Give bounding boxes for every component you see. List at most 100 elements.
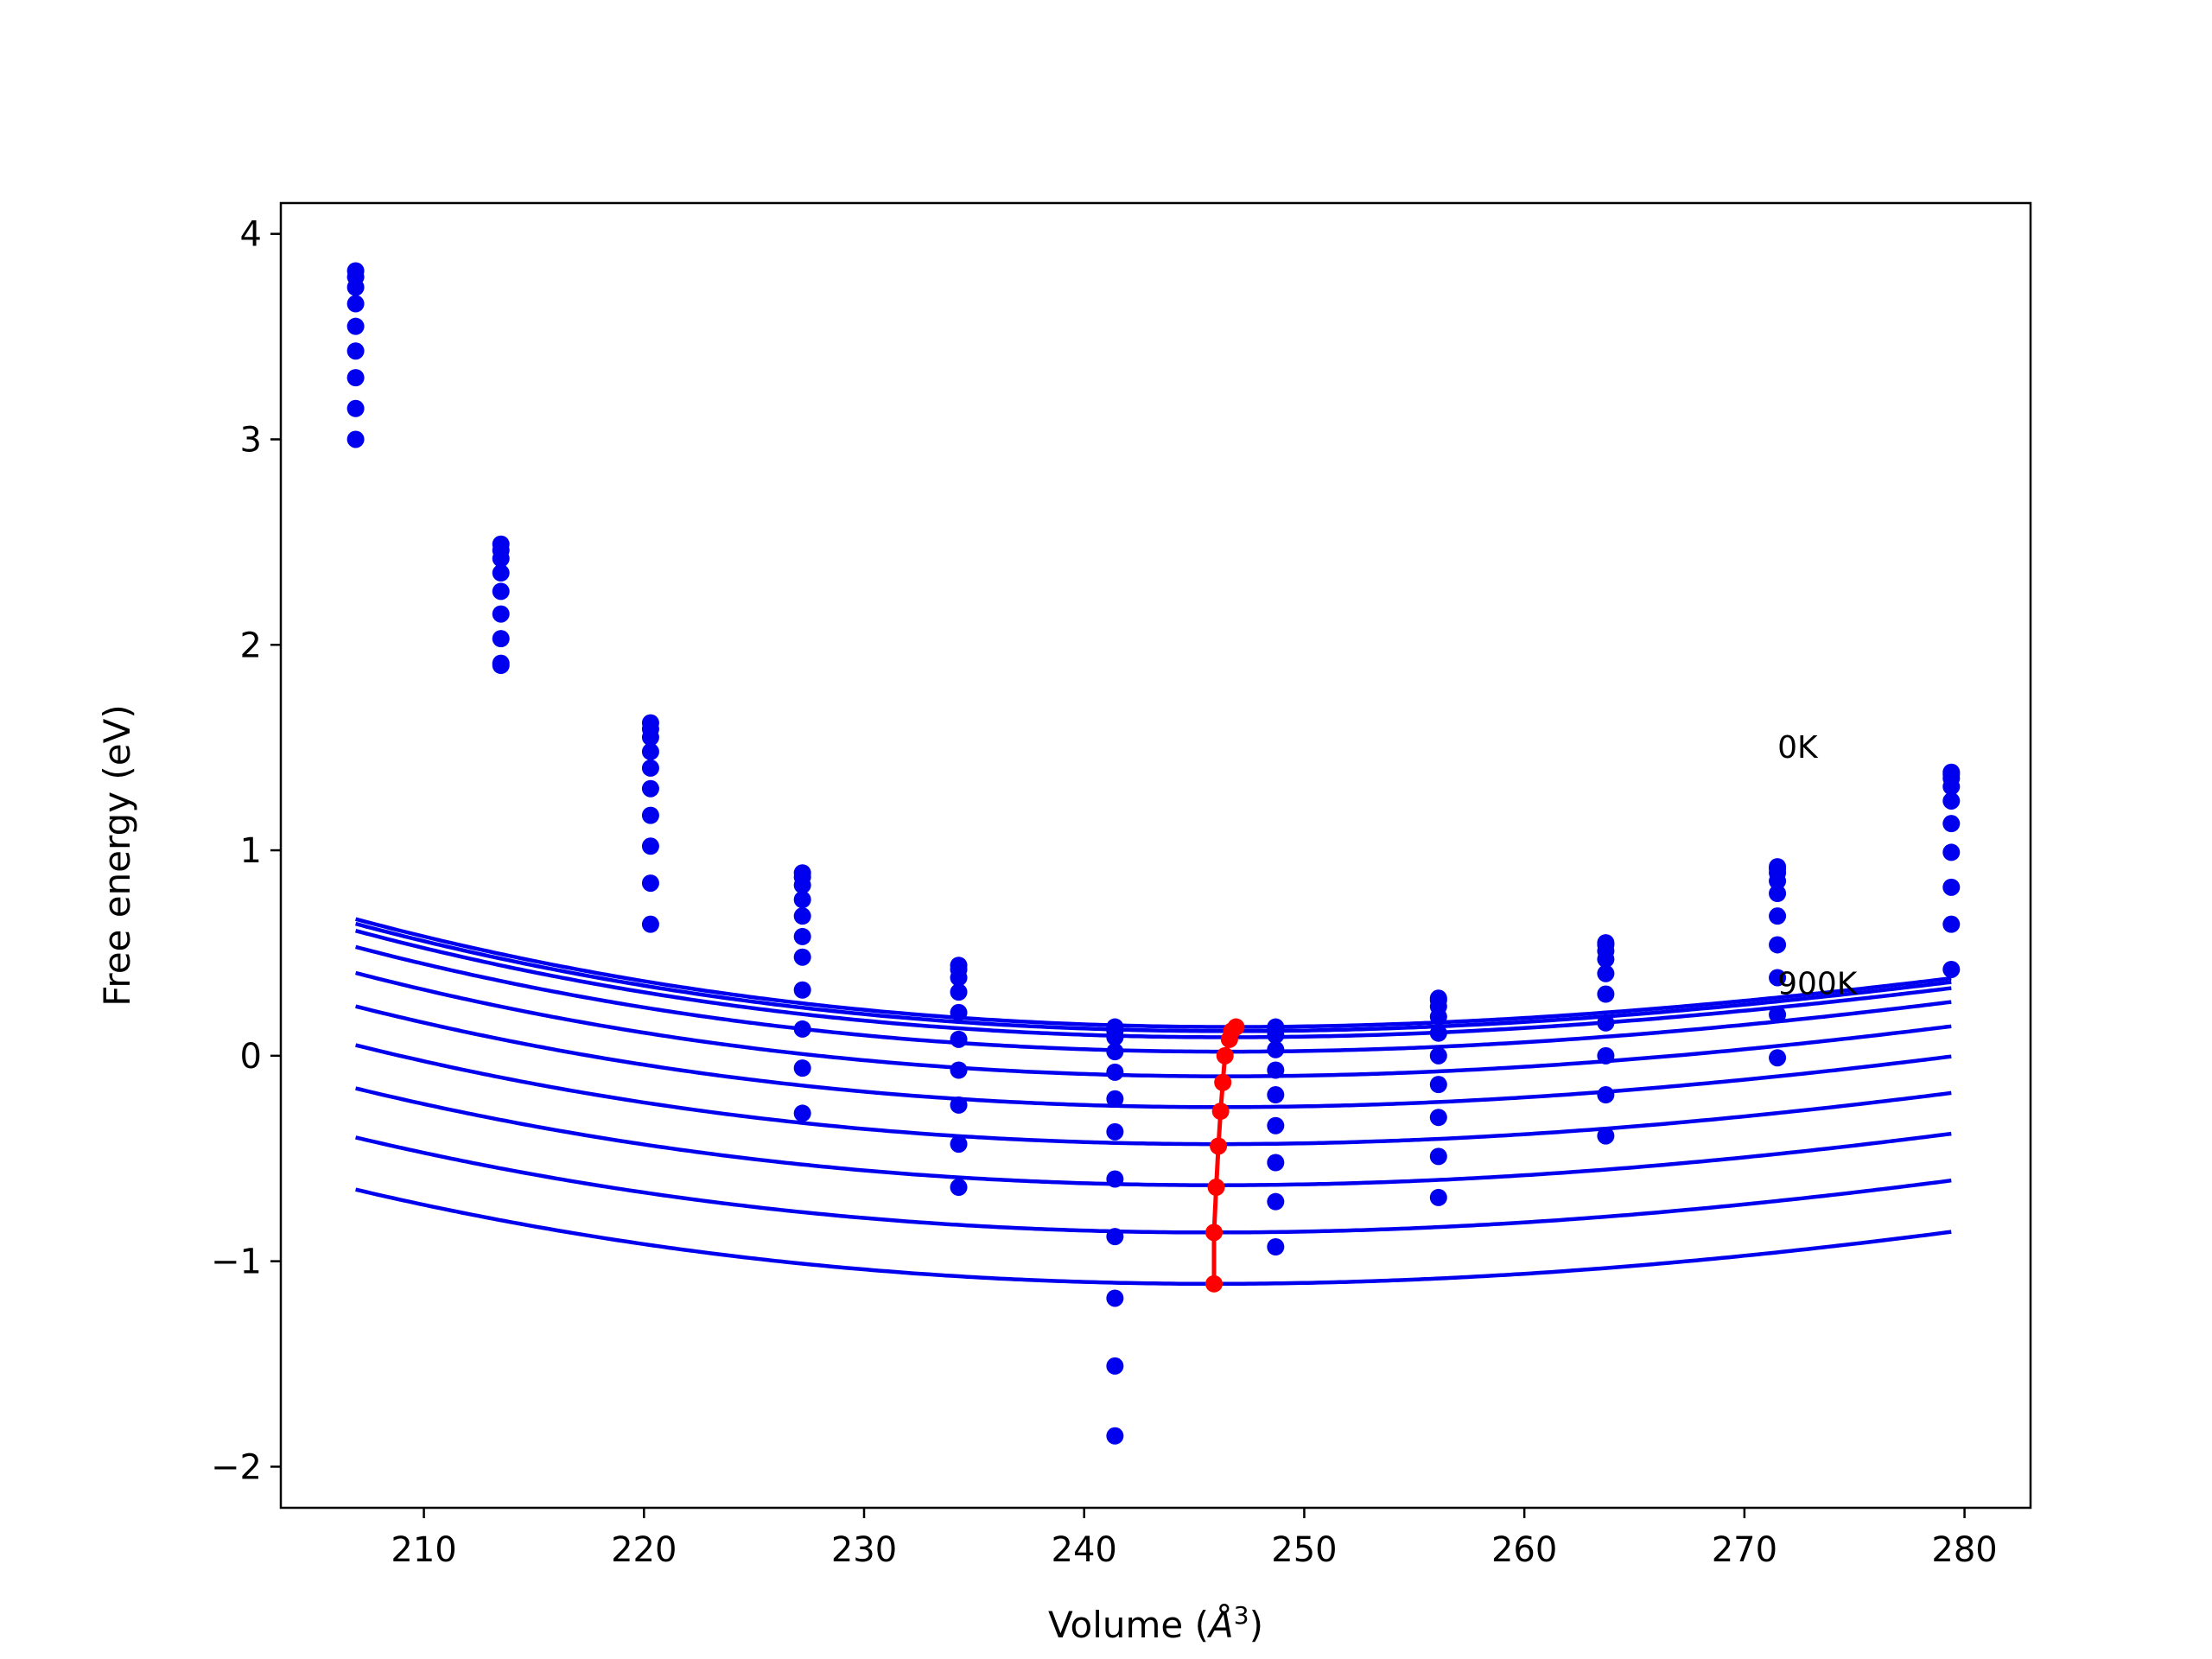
fit-curve-600K xyxy=(355,1043,1952,1147)
data-point xyxy=(1106,1028,1124,1046)
data-point xyxy=(1267,1116,1285,1135)
data-point xyxy=(793,1020,811,1038)
data-point xyxy=(950,1135,968,1154)
data-point xyxy=(492,550,510,568)
data-point xyxy=(1942,791,1961,810)
data-point xyxy=(793,907,811,925)
annotation-900K: 900K xyxy=(1777,967,1859,1002)
data-point xyxy=(793,891,811,909)
data-point xyxy=(1769,1006,1787,1024)
y-tick-label: 3 xyxy=(240,420,262,460)
data-point xyxy=(1769,884,1787,902)
data-point xyxy=(1106,1063,1124,1081)
data-point xyxy=(1597,950,1615,969)
minimum-point xyxy=(1210,1137,1228,1155)
data-point xyxy=(346,317,365,335)
x-axis-label: Volume (Å3) xyxy=(1048,1601,1263,1646)
data-point xyxy=(1942,915,1961,933)
y-tick-label: 1 xyxy=(240,831,262,871)
y-axis-label: Free energy (eV) xyxy=(96,704,138,1007)
data-point xyxy=(1597,1127,1615,1145)
x-tick-label: 250 xyxy=(1271,1530,1337,1570)
minimum-point xyxy=(1216,1046,1234,1065)
data-point xyxy=(1942,843,1961,861)
data-point xyxy=(1429,1109,1447,1127)
data-point xyxy=(950,1003,968,1021)
data-point xyxy=(950,1179,968,1197)
data-point xyxy=(1267,1086,1285,1104)
annotations: 0K 900K xyxy=(1777,730,1859,1001)
data-point xyxy=(950,1061,968,1079)
data-point xyxy=(950,969,968,987)
x-tick-label: 270 xyxy=(1712,1530,1777,1570)
data-point xyxy=(1429,1188,1447,1206)
data-point xyxy=(346,399,365,417)
x-tick-label: 210 xyxy=(391,1530,456,1570)
data-point xyxy=(1106,1090,1124,1108)
fit-curve-100K xyxy=(355,921,1952,1033)
data-point xyxy=(641,837,659,855)
data-point xyxy=(1429,1046,1447,1065)
data-point xyxy=(1942,815,1961,833)
data-point xyxy=(950,1030,968,1048)
data-point xyxy=(346,369,365,387)
x-tick-label: 230 xyxy=(831,1530,897,1570)
data-point xyxy=(1429,1024,1447,1042)
data-point xyxy=(1597,964,1615,982)
data-point xyxy=(346,278,365,296)
data-point xyxy=(1769,907,1787,925)
minimum-point xyxy=(1207,1179,1225,1197)
y-tick-label: −1 xyxy=(211,1243,262,1282)
data-point xyxy=(793,981,811,999)
fit-curve-700K xyxy=(355,1086,1952,1187)
fit-curve-500K xyxy=(355,1004,1952,1109)
fit-curve-800K xyxy=(355,1135,1952,1235)
data-point xyxy=(793,876,811,894)
fit-curve-200K xyxy=(355,929,1952,1039)
annotation-0K: 0K xyxy=(1777,730,1819,766)
minimum-point xyxy=(1205,1274,1223,1293)
x-tick-label: 280 xyxy=(1931,1530,1997,1570)
y-tick-label: 0 xyxy=(240,1037,262,1077)
data-point xyxy=(1429,1076,1447,1094)
data-point xyxy=(1267,1040,1285,1058)
data-point xyxy=(1597,985,1615,1003)
data-point xyxy=(1942,960,1961,978)
data-point xyxy=(1267,1027,1285,1045)
data-point xyxy=(1267,1061,1285,1079)
data-point xyxy=(492,582,510,601)
data-point xyxy=(1267,1238,1285,1255)
data-point xyxy=(950,983,968,1001)
data-point xyxy=(1769,872,1787,890)
data-point xyxy=(346,342,365,360)
data-point xyxy=(641,806,659,824)
plot-frame xyxy=(279,201,2032,1510)
data-point xyxy=(1429,1147,1447,1166)
data-point xyxy=(1106,1228,1124,1246)
data-point xyxy=(1267,1192,1285,1211)
data-point xyxy=(1267,1154,1285,1172)
data-point xyxy=(1106,1357,1124,1375)
data-point xyxy=(641,742,659,760)
data-point xyxy=(346,295,365,313)
fit-curve-300K xyxy=(355,944,1952,1054)
y-tick-label: 2 xyxy=(240,626,262,665)
data-point xyxy=(793,1104,811,1122)
data-point xyxy=(793,927,811,945)
minimum-point xyxy=(1220,1030,1238,1048)
data-point xyxy=(1597,1086,1615,1104)
data-point xyxy=(1597,1014,1615,1032)
data-point xyxy=(1429,1007,1447,1026)
data-point xyxy=(1769,969,1787,987)
y-axis: −2 −1 0 1 2 3 4 xyxy=(211,215,281,1487)
minimum-point xyxy=(1214,1073,1232,1091)
fit-curve-900K xyxy=(355,1187,1952,1287)
data-points xyxy=(346,262,1961,1445)
data-point xyxy=(1769,1049,1787,1067)
data-point xyxy=(950,1096,968,1114)
data-point xyxy=(1942,778,1961,796)
fit-curve-400K xyxy=(355,970,1952,1078)
fit-curves xyxy=(355,917,1952,1287)
x-axis: 210 220 230 240 250 260 270 280 xyxy=(391,1508,1998,1570)
